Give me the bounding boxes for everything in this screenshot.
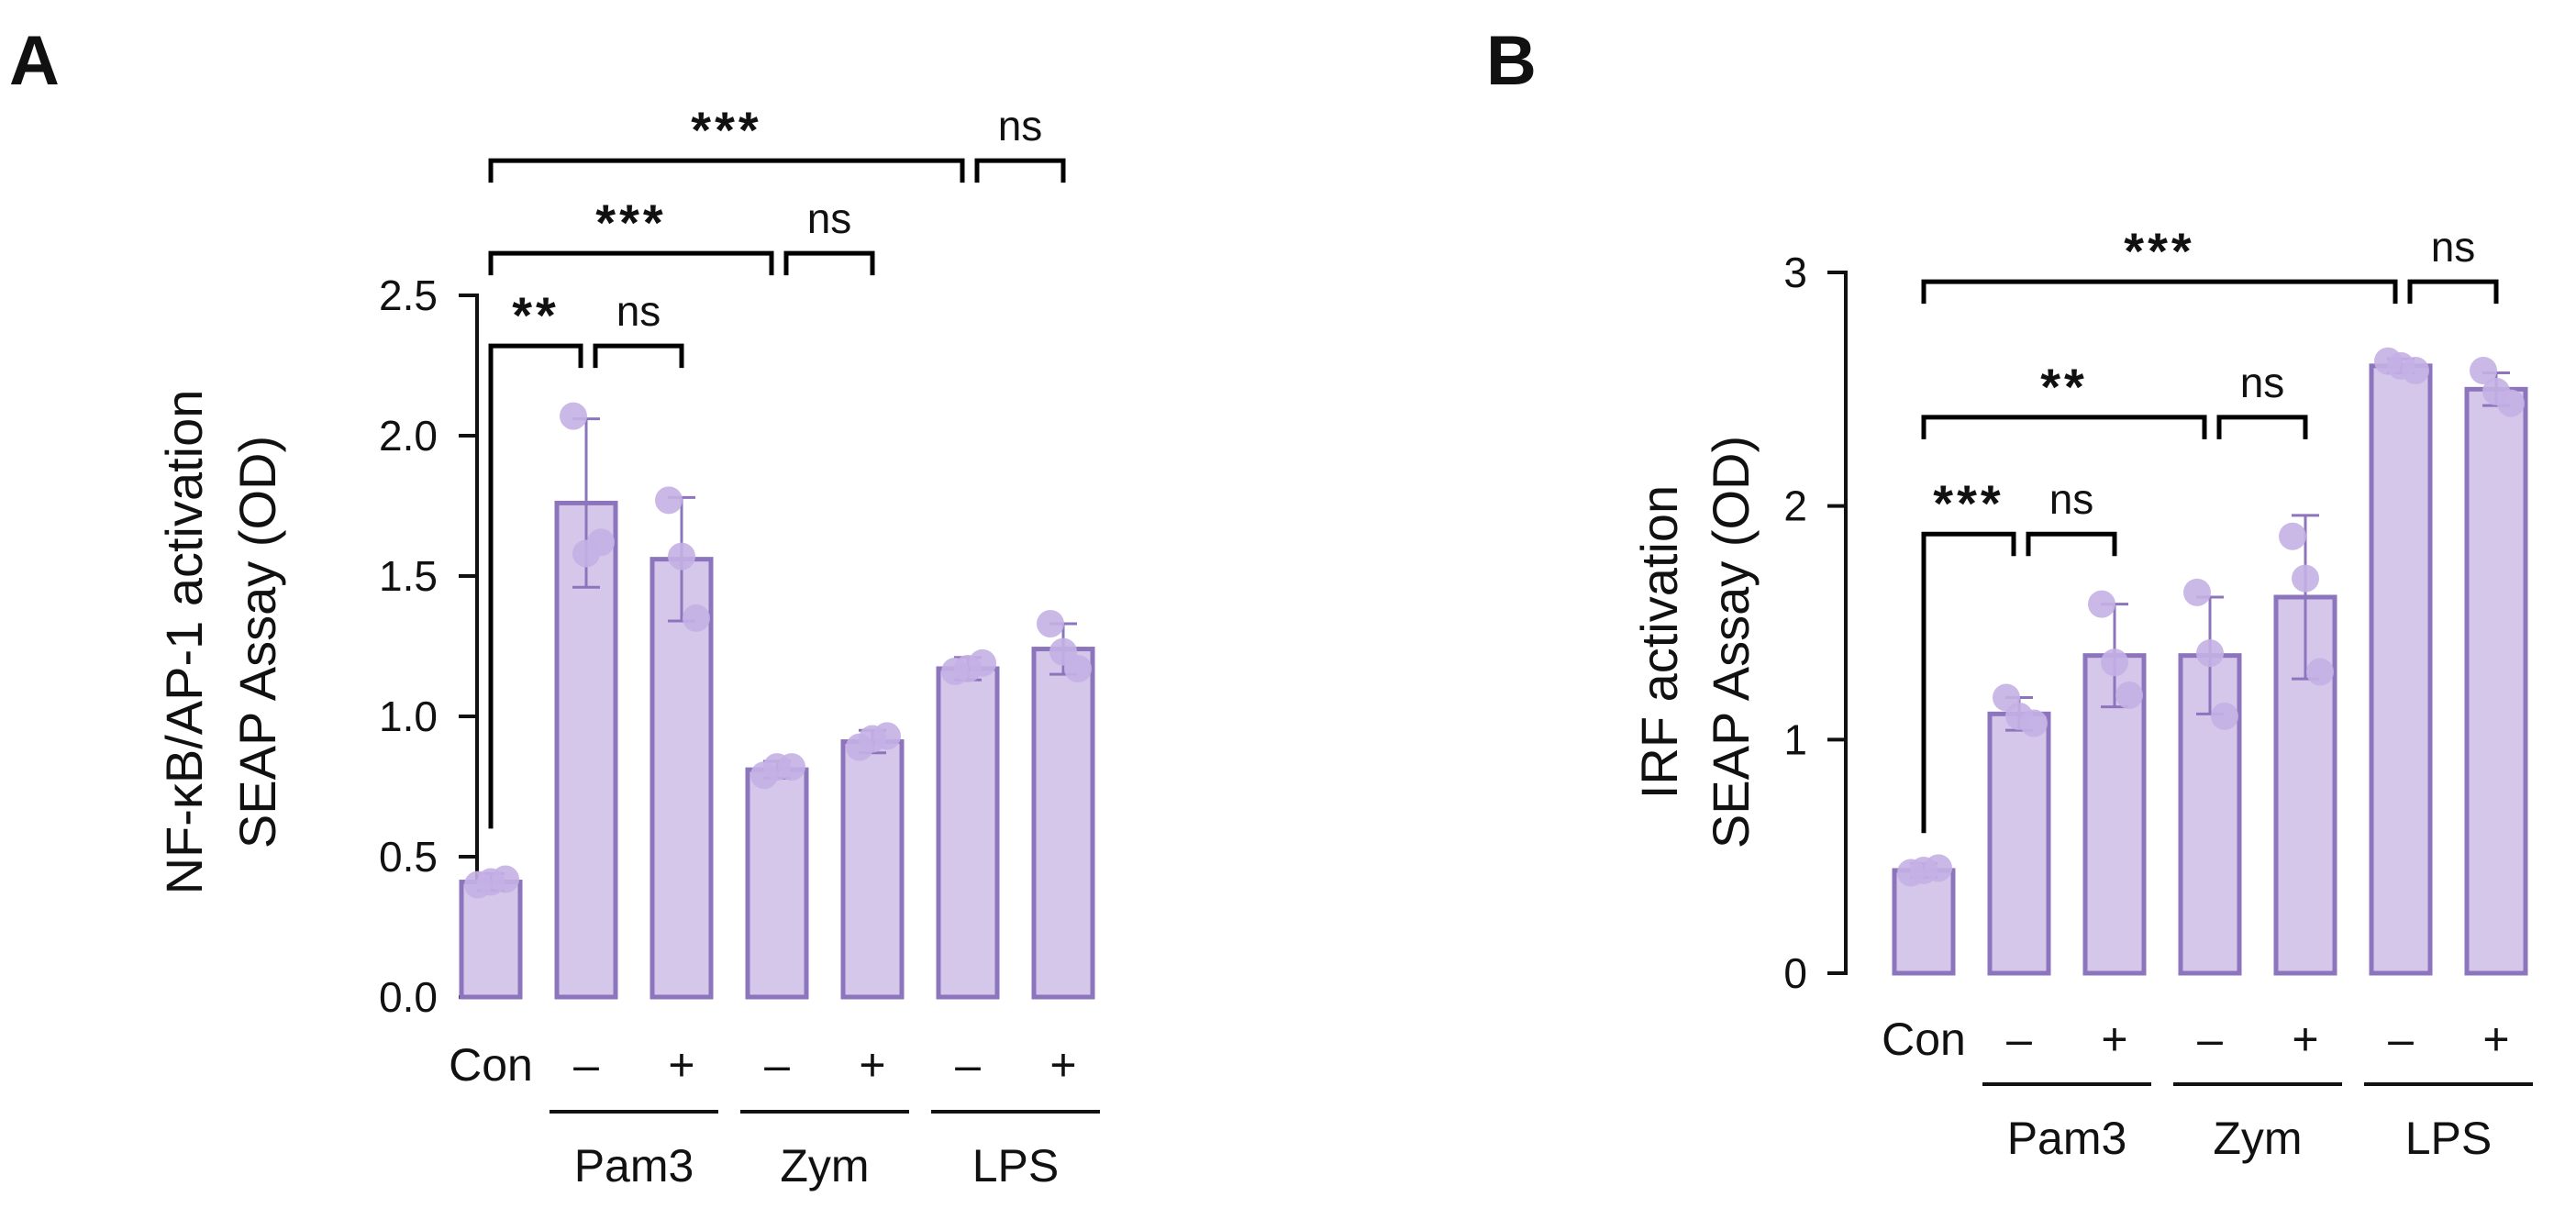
significance-bracket [974, 158, 1066, 183]
x-category-label: + [2482, 1014, 2509, 1065]
data-point [859, 725, 886, 753]
significance-stars: ** [512, 286, 560, 344]
data-point [2196, 639, 2224, 668]
significance-bracket [2216, 415, 2308, 439]
significance-ns: ns [807, 194, 852, 242]
significance-bracket [2407, 279, 2499, 305]
data-point [1049, 637, 1077, 666]
significance-bracket [593, 343, 684, 369]
data-point [763, 753, 791, 781]
x-category-label: Con [1882, 1014, 1966, 1065]
data-point [2115, 681, 2143, 709]
x-category-label: + [2101, 1014, 2127, 1065]
y-tick-label: 1.5 [379, 552, 438, 600]
bar [2464, 386, 2528, 976]
panel-label: B [1486, 22, 1537, 100]
x-category-label: Con [449, 1039, 533, 1091]
x-category-label: – [2006, 1014, 2032, 1065]
y-tick-label: 1.0 [379, 693, 438, 740]
data-point [560, 402, 587, 430]
significance-bracket [1921, 279, 2398, 305]
bar [2369, 363, 2433, 976]
y-tick-label: 1 [1783, 715, 1807, 763]
bar [840, 739, 905, 1000]
significance-ns: ns [2431, 223, 2476, 271]
data-point [2306, 658, 2334, 686]
data-point [2211, 702, 2238, 730]
significance-ns: ns [2240, 359, 2285, 406]
y-tick-label: 0.0 [379, 973, 438, 1021]
data-point [2292, 564, 2319, 593]
bar [1892, 868, 1956, 976]
x-category-label: – [2388, 1014, 2414, 1065]
data-point [2470, 356, 2497, 384]
y-tick-label: 0.5 [379, 833, 438, 881]
data-point [1910, 856, 1938, 884]
significance-bracket [1921, 531, 2016, 834]
significance-ns: ns [2049, 475, 2094, 523]
significance-stars: *** [691, 101, 761, 159]
data-point [1037, 610, 1064, 638]
data-point [668, 542, 695, 571]
bar [459, 880, 523, 1000]
data-point [2183, 578, 2211, 606]
data-point [683, 604, 710, 632]
significance-ns: ns [998, 102, 1043, 150]
x-category-label: + [668, 1039, 694, 1091]
significance-bracket [488, 250, 774, 276]
y-tick-label: 0 [1783, 949, 1807, 997]
bar [936, 666, 1000, 1000]
y-tick-label: 3 [1783, 249, 1807, 296]
group-label: Pam3 [2007, 1113, 2127, 1164]
significance-stars: *** [2124, 222, 2194, 280]
x-category-label: – [2197, 1014, 2223, 1065]
bar [745, 767, 809, 1000]
group-label: Pam3 [574, 1140, 694, 1191]
data-point [2279, 522, 2306, 550]
data-point [2088, 590, 2115, 618]
bar [1987, 711, 2051, 976]
group-label: Zym [2213, 1113, 2302, 1164]
data-point [572, 539, 600, 568]
x-category-label: – [573, 1039, 599, 1091]
y-axis-title-line-2: SEAP Assay (OD) [1702, 436, 1760, 848]
x-category-label: + [859, 1039, 885, 1091]
data-point [477, 868, 505, 896]
data-point [2101, 648, 2128, 677]
panel-label: A [9, 22, 60, 100]
data-point [2482, 377, 2510, 405]
significance-bracket [783, 250, 875, 276]
significance-stars: *** [1933, 474, 2004, 532]
significance-stars: ** [2040, 358, 2088, 416]
significance-bracket [2026, 531, 2117, 557]
data-point [2387, 351, 2415, 380]
significance-ns: ns [616, 287, 661, 335]
group-label: LPS [2405, 1113, 2493, 1164]
data-point [954, 654, 982, 682]
data-point [2005, 702, 2033, 730]
group-label: Zym [780, 1140, 869, 1191]
x-category-label: + [2292, 1014, 2318, 1065]
y-tick-label: 2.5 [379, 272, 438, 319]
significance-bracket [488, 343, 583, 829]
significance-stars: *** [595, 194, 666, 251]
y-axis-title-line-1: IRF activation [1630, 485, 1688, 799]
x-category-label: – [764, 1039, 790, 1091]
significance-bracket [488, 158, 965, 183]
y-axis-title-line-2: SEAP Assay (OD) [228, 436, 286, 848]
y-tick-label: 2.0 [379, 412, 438, 460]
x-category-label: – [955, 1039, 981, 1091]
data-point [655, 486, 683, 515]
bar [2082, 653, 2147, 976]
y-tick-label: 2 [1783, 482, 1807, 530]
panel-a: A NF-κB/AP-1 activation SEAP Assay (OD) 0.0… [9, 22, 1100, 1191]
y-axis-title-line-1: NF-κB/AP-1 activation [155, 390, 213, 895]
bar [1031, 647, 1095, 1000]
x-category-label: + [1049, 1039, 1076, 1091]
significance-bracket [1921, 415, 2207, 439]
group-label: LPS [972, 1140, 1060, 1191]
